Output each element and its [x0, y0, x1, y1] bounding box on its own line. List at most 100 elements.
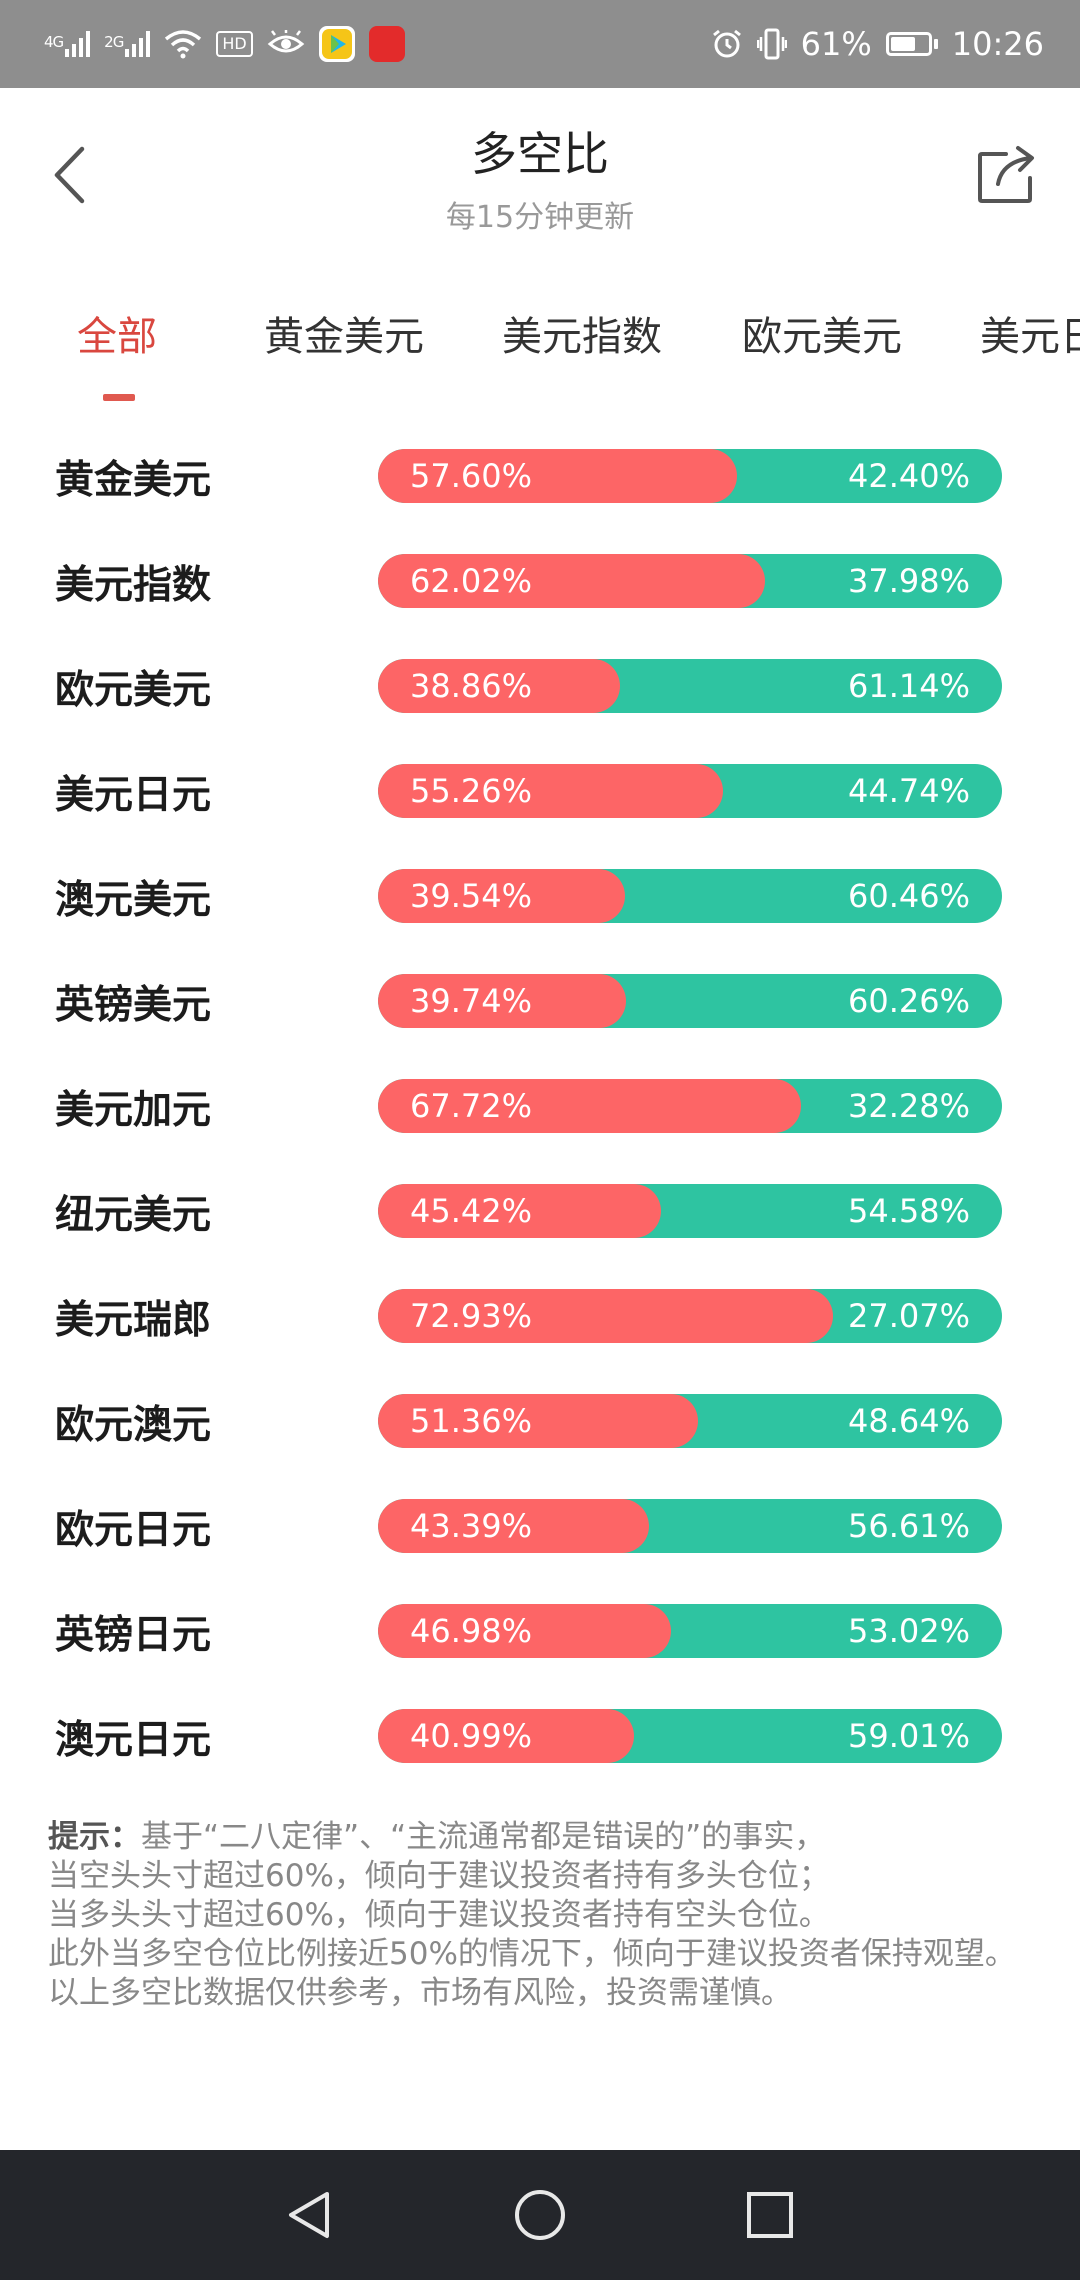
system-nav-bar — [0, 2150, 1080, 2280]
long-segment — [378, 1079, 801, 1133]
long-segment — [378, 1709, 634, 1763]
circle-home-icon — [515, 2190, 565, 2240]
nav-back-button[interactable] — [275, 2180, 345, 2250]
ratio-row[interactable]: 欧元美元 38.86% 61.14% — [0, 655, 1080, 715]
ratio-bar: 40.99% 59.01% — [378, 1709, 1002, 1763]
short-percent: 27.07% — [847, 1297, 970, 1335]
pair-name: 欧元日元 — [55, 1508, 212, 1553]
ratio-row[interactable]: 黄金美元 57.60% 42.40% — [0, 445, 1080, 505]
ratio-bar: 57.60% 42.40% — [378, 449, 1002, 503]
note-line: 此外当多空仓位比例接近50%的情况下，倾向于建议投资者保持观望。 — [48, 1936, 1016, 1972]
status-bar-left: 4G 2G HD — [44, 26, 405, 62]
tab-usd-index[interactable]: 美元指数 — [502, 314, 662, 360]
back-button[interactable] — [44, 140, 94, 210]
tab-usdjpy[interactable]: 美元日元 — [980, 314, 1080, 360]
triangle-back-icon — [289, 2192, 329, 2238]
long-percent: 45.42% — [410, 1192, 533, 1230]
status-bar: 4G 2G HD — [0, 0, 1080, 88]
ratio-bar: 45.42% 54.58% — [378, 1184, 1002, 1238]
alarm-icon — [712, 29, 741, 58]
long-segment — [378, 974, 626, 1028]
nav-recents-button[interactable] — [735, 2180, 805, 2250]
pair-name: 纽元美元 — [55, 1193, 212, 1238]
tab-xauusd[interactable]: 黄金美元 — [264, 314, 424, 360]
ratio-row[interactable]: 美元指数 62.02% 37.98% — [0, 550, 1080, 610]
long-percent: 46.98% — [410, 1612, 533, 1650]
share-button[interactable] — [976, 144, 1038, 206]
nav-home-button[interactable] — [505, 2180, 575, 2250]
wifi-icon — [165, 30, 202, 59]
long-segment — [378, 869, 625, 923]
note-line: 当空头头寸超过60%，倾向于建议投资者持有多头仓位； — [48, 1858, 830, 1894]
tab-eurusd[interactable]: 欧元美元 — [742, 314, 902, 360]
ratio-bar: 39.74% 60.26% — [378, 974, 1002, 1028]
note-line: 以上多空比数据仅供参考，市场有风险，投资需谨慎。 — [48, 1975, 792, 2011]
ratio-bar: 55.26% 44.74% — [378, 764, 1002, 818]
ratio-row[interactable]: 英镑美元 39.74% 60.26% — [0, 970, 1080, 1030]
long-percent: 38.86% — [410, 667, 533, 705]
share-icon — [978, 146, 1034, 203]
long-percent: 43.39% — [410, 1507, 533, 1545]
ratio-row[interactable]: 美元日元 55.26% 44.74% — [0, 760, 1080, 820]
long-percent: 39.54% — [410, 877, 533, 915]
ratio-row[interactable]: 美元瑞郎 72.93% 27.07% — [0, 1285, 1080, 1345]
long-segment — [378, 1499, 649, 1553]
ratio-row[interactable]: 澳元美元 39.54% 60.46% — [0, 865, 1080, 925]
short-percent: 60.26% — [847, 982, 970, 1020]
short-percent: 54.58% — [847, 1192, 970, 1230]
short-percent: 59.01% — [847, 1717, 970, 1755]
pair-name: 美元加元 — [55, 1088, 212, 1133]
long-segment — [378, 1289, 834, 1343]
chevron-left-icon — [54, 146, 85, 204]
long-segment — [378, 1604, 672, 1658]
long-percent: 51.36% — [410, 1402, 533, 1440]
signal-icon-sim1: 4G — [44, 31, 91, 57]
tab-active-indicator — [103, 394, 135, 401]
signal-icon-sim2: 2G — [104, 31, 151, 57]
pair-name: 英镑日元 — [55, 1613, 212, 1658]
category-tabs: 全部 黄金美元 美元指数 欧元美元 美元日元 — [0, 290, 1080, 410]
long-segment — [378, 449, 738, 503]
short-percent: 42.40% — [847, 457, 970, 495]
tab-all[interactable]: 全部 — [77, 314, 157, 360]
short-percent: 37.98% — [847, 562, 970, 600]
long-percent: 40.99% — [410, 1717, 533, 1755]
pair-name: 黄金美元 — [55, 458, 212, 503]
ratio-bar: 39.54% 60.46% — [378, 869, 1002, 923]
battery-percent: 61% — [800, 25, 872, 63]
vibrate-icon — [756, 28, 787, 60]
ratio-row[interactable]: 欧元日元 43.39% 56.61% — [0, 1495, 1080, 1555]
ratio-row[interactable]: 纽元美元 45.42% 54.58% — [0, 1180, 1080, 1240]
clock: 10:26 — [951, 25, 1044, 63]
long-percent: 57.60% — [410, 457, 533, 495]
long-segment — [378, 659, 621, 713]
hd-voice-icon: HD — [216, 31, 253, 57]
long-segment — [378, 764, 723, 818]
eye-comfort-icon — [267, 30, 304, 53]
pair-name: 欧元美元 — [55, 668, 212, 713]
ratio-row[interactable]: 美元加元 67.72% 32.28% — [0, 1075, 1080, 1135]
ratio-row[interactable]: 英镑日元 46.98% 53.02% — [0, 1600, 1080, 1660]
note-line: 当多头头寸超过60%，倾向于建议投资者持有空头仓位。 — [48, 1897, 830, 1933]
short-percent: 32.28% — [847, 1087, 970, 1125]
pair-name: 美元瑞郎 — [55, 1298, 212, 1343]
short-percent: 56.61% — [847, 1507, 970, 1545]
long-percent: 39.74% — [410, 982, 533, 1020]
video-app-icon — [318, 26, 355, 62]
long-percent: 67.72% — [410, 1087, 533, 1125]
short-percent: 48.64% — [847, 1402, 970, 1440]
ratio-bar: 62.02% 37.98% — [378, 554, 1002, 608]
network-type-label: 2G — [104, 33, 124, 51]
note-line: 基于“二八定律”、“主流通常都是错误的”的事实， — [141, 1819, 826, 1855]
ratio-row[interactable]: 澳元日元 40.99% 59.01% — [0, 1705, 1080, 1765]
ratio-bar: 43.39% 56.61% — [378, 1499, 1002, 1553]
short-percent: 44.74% — [847, 772, 970, 810]
ratio-row[interactable]: 欧元澳元 51.36% 48.64% — [0, 1390, 1080, 1450]
pair-name: 英镑美元 — [55, 983, 212, 1028]
battery-icon — [885, 32, 938, 56]
ratio-bar: 46.98% 53.02% — [378, 1604, 1002, 1658]
ratio-bar: 67.72% 32.28% — [378, 1079, 1002, 1133]
disclaimer-note: 提示：基于“二八定律”、“主流通常都是错误的”的事实， 当空头头寸超过60%，倾… — [48, 1818, 1028, 2013]
short-percent: 61.14% — [847, 667, 970, 705]
long-percent: 72.93% — [410, 1297, 533, 1335]
